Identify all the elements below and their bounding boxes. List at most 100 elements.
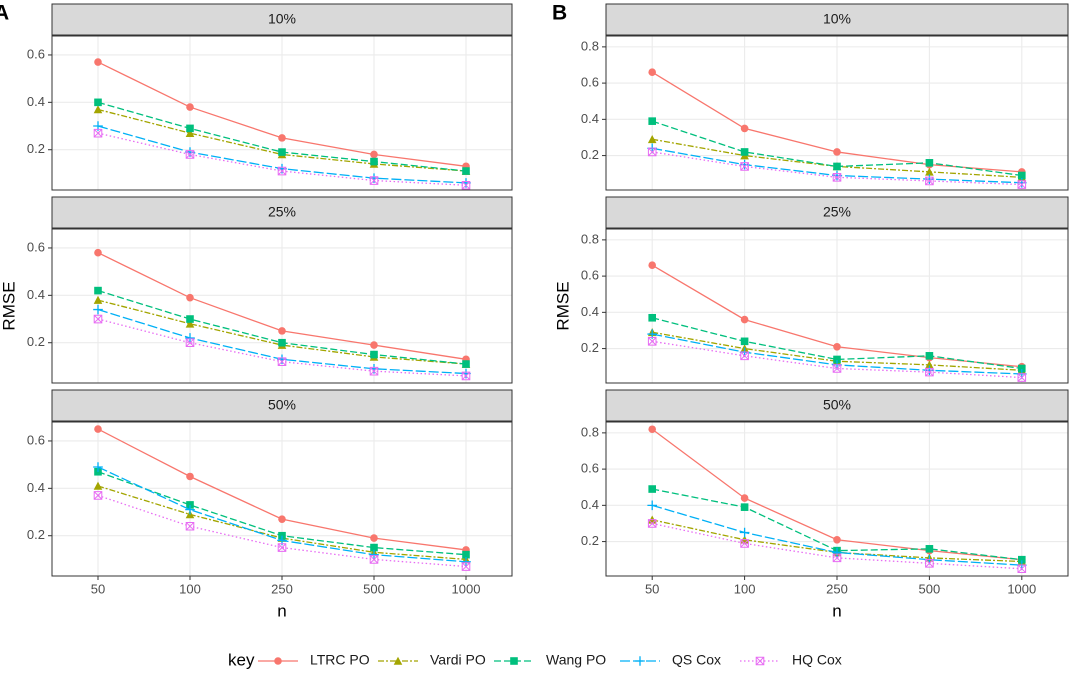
marker: [461, 562, 471, 571]
y-tick-label: 0.4: [581, 304, 599, 319]
marker: [1018, 555, 1026, 564]
marker: [369, 173, 379, 183]
marker: [93, 314, 103, 324]
y-tick-label: 0.6: [581, 268, 599, 283]
marker: [461, 180, 471, 190]
x-tick-label: 100: [179, 581, 201, 596]
marker: [832, 364, 842, 373]
x-tick-label: 50: [645, 581, 659, 596]
series-line: [652, 519, 1022, 563]
marker: [370, 534, 378, 542]
x-tick-label: 1000: [452, 581, 481, 596]
legend-label: Wang PO: [546, 652, 606, 668]
panel-label: B: [552, 2, 567, 25]
y-tick-label: 0.6: [27, 46, 45, 61]
y-tick-label: 0.2: [27, 334, 45, 349]
marker: [462, 360, 470, 368]
y-tick-label: 0.4: [581, 111, 599, 126]
marker: [93, 128, 103, 138]
legend-marker: [510, 657, 518, 665]
marker: [278, 148, 286, 156]
marker: [462, 167, 470, 175]
y-tick-label: 0.6: [27, 432, 45, 447]
series-line: [97, 485, 467, 561]
marker: [186, 472, 194, 481]
marker: [1017, 373, 1027, 382]
marker: [369, 549, 379, 560]
marker: [461, 556, 471, 567]
marker: [832, 170, 842, 181]
y-tick-label: 0.2: [27, 141, 45, 156]
strip: [51, 389, 513, 422]
marker: [925, 360, 934, 369]
marker: [833, 342, 841, 351]
marker: [1017, 177, 1027, 188]
marker: [648, 68, 656, 77]
x-axis-label: n: [277, 601, 286, 620]
marker: [278, 338, 286, 347]
y-axis-label: RMSE: [553, 281, 572, 330]
marker: [94, 248, 102, 257]
marker: [186, 103, 194, 111]
x-tick-label: 250: [271, 581, 293, 596]
marker: [647, 500, 657, 511]
marker: [277, 163, 287, 174]
y-tick-label: 0.2: [581, 533, 599, 548]
marker: [93, 304, 103, 315]
y-tick-label: 0.6: [581, 75, 599, 90]
x-tick-label: 50: [91, 581, 105, 596]
marker: [278, 327, 286, 335]
marker: [925, 167, 934, 176]
marker: [369, 555, 379, 564]
legend-label: LTRC PO: [310, 652, 370, 668]
marker: [185, 147, 195, 157]
y-tick-label: 0.4: [27, 287, 45, 302]
marker: [648, 117, 656, 125]
marker: [94, 286, 102, 295]
marker: [186, 315, 194, 323]
marker: [277, 166, 287, 176]
series-line: [652, 331, 1022, 371]
plot-border: [51, 35, 513, 191]
marker: [740, 351, 749, 361]
marker: [93, 481, 103, 490]
legend-label: QS Cox: [672, 652, 721, 668]
marker: [924, 365, 935, 376]
y-axis-label: RMSE: [0, 281, 18, 330]
marker: [740, 494, 749, 502]
panel-title: 10%: [268, 11, 296, 27]
plot-border: [605, 35, 1069, 191]
marker: [93, 462, 103, 472]
strip: [605, 3, 1069, 36]
marker: [185, 521, 195, 531]
marker: [739, 159, 750, 170]
series-line: [652, 317, 1022, 370]
legend-marker: [755, 656, 765, 666]
marker: [740, 148, 749, 156]
marker: [647, 519, 657, 528]
marker: [740, 162, 749, 171]
marker: [370, 150, 378, 159]
panel-title: 10%: [823, 11, 851, 27]
marker: [369, 363, 379, 374]
marker: [740, 539, 749, 548]
marker: [185, 150, 195, 159]
legend-marker: [635, 656, 645, 666]
marker: [925, 176, 934, 186]
marker: [1018, 364, 1026, 373]
y-tick-label: 0.8: [581, 231, 599, 246]
marker: [370, 350, 378, 359]
marker: [833, 535, 841, 544]
marker: [740, 503, 749, 511]
marker: [925, 159, 934, 167]
panel-title: 50%: [823, 397, 851, 413]
marker: [370, 543, 378, 552]
marker: [461, 178, 471, 188]
marker: [832, 173, 842, 182]
marker: [833, 355, 841, 364]
marker: [185, 333, 195, 343]
marker: [462, 550, 470, 559]
marker: [739, 527, 750, 538]
marker: [277, 543, 287, 552]
